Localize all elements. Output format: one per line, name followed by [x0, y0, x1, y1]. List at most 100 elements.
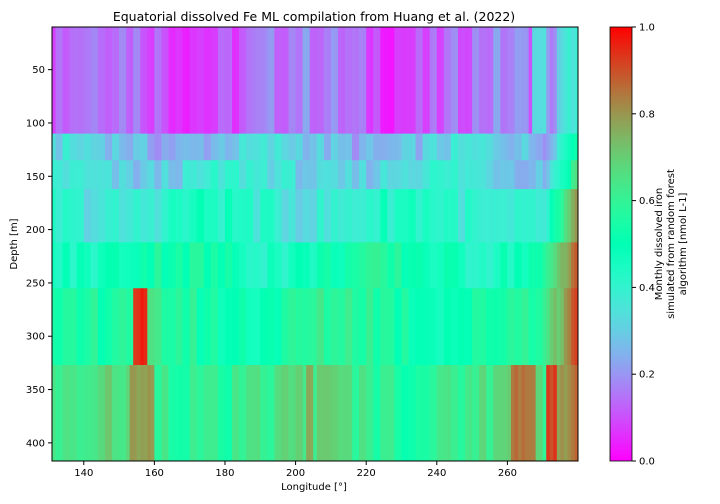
heatmap-cell [525, 133, 529, 161]
heatmap-cell [309, 288, 314, 366]
heatmap-cell [179, 288, 184, 366]
heatmap-cell [468, 160, 473, 190]
heatmap-cell [574, 242, 579, 289]
heatmap-cell [415, 288, 420, 366]
heatmap-cell [94, 242, 99, 289]
heatmap-cell [496, 242, 501, 289]
heatmap-cell [330, 189, 335, 243]
heatmap-cell [143, 365, 148, 462]
heatmap-cell [246, 189, 251, 243]
heatmap-cell [493, 160, 498, 190]
heatmap-cell [401, 133, 406, 161]
heatmap-cell [479, 242, 484, 289]
heatmap-cell [101, 160, 106, 190]
heatmap-cell [535, 189, 540, 243]
heatmap-cell [316, 189, 321, 243]
heatmap-cell [323, 242, 328, 289]
heatmap-cell [295, 160, 300, 190]
heatmap-cell [542, 365, 547, 462]
heatmap-cell [422, 27, 427, 135]
x-axis-label: Longitude [°] [281, 482, 347, 493]
heatmap-cell [323, 365, 328, 462]
heatmap-cell [376, 160, 381, 190]
heatmap-cell [87, 27, 92, 135]
heatmap-cell [556, 160, 561, 190]
heatmap-cell [352, 133, 356, 161]
heatmap-cell [242, 160, 247, 190]
heatmap-cell [203, 288, 208, 366]
heatmap-cell [115, 242, 120, 289]
heatmap-cell [450, 27, 455, 135]
heatmap-cell [510, 365, 515, 462]
heatmap-cell [182, 160, 187, 190]
heatmap-cell [528, 288, 533, 366]
heatmap-cell [426, 365, 431, 462]
heatmap-cell [461, 288, 466, 366]
heatmap-cell [401, 27, 406, 135]
heatmap-cell [362, 288, 367, 366]
heatmap-cell [380, 27, 385, 135]
heatmap-cell [443, 189, 448, 243]
heatmap-cell [101, 288, 106, 366]
heatmap-cell [186, 160, 191, 190]
heatmap-cell [90, 160, 95, 190]
heatmap-cell [376, 133, 381, 161]
heatmap-cell [443, 288, 448, 366]
heatmap-cell [412, 365, 417, 462]
heatmap-cell [408, 189, 413, 243]
heatmap-cell [320, 27, 325, 135]
heatmap-cell [83, 189, 88, 243]
heatmap-cell [394, 27, 399, 135]
heatmap-cell [549, 160, 554, 190]
heatmap-cell [306, 288, 311, 366]
heatmap-cell [270, 365, 275, 462]
heatmap-cell [69, 288, 74, 366]
heatmap-cell [306, 160, 311, 190]
heatmap-cell [292, 189, 296, 243]
heatmap-cell [59, 242, 63, 289]
heatmap-cell [461, 160, 466, 190]
heatmap-cell [143, 242, 148, 289]
heatmap-cell [299, 288, 304, 366]
heatmap-cell [246, 288, 251, 366]
heatmap-cell [472, 242, 477, 289]
heatmap-cell [539, 27, 544, 135]
heatmap-cell [239, 288, 244, 366]
heatmap-cell [553, 160, 558, 190]
heatmap-cell [352, 242, 356, 289]
heatmap-cell [514, 365, 519, 462]
heatmap-cell [214, 242, 219, 289]
y-tick-label: 300 [26, 332, 45, 343]
heatmap-cell [52, 242, 56, 289]
heatmap-cell [510, 242, 515, 289]
heatmap-cell [341, 288, 346, 366]
heatmap-cell [345, 27, 349, 135]
heatmap-cell [475, 27, 480, 135]
heatmap-cell [394, 288, 399, 366]
heatmap-cell [217, 160, 222, 190]
heatmap-cell [175, 288, 180, 366]
y-tick-label: 50 [32, 65, 45, 76]
heatmap-cell [186, 288, 191, 366]
heatmap-cell [302, 189, 307, 243]
heatmap-cell [239, 133, 244, 161]
heatmap-cell [306, 365, 311, 462]
heatmap-cell [341, 27, 346, 135]
heatmap-cell [94, 365, 99, 462]
heatmap-cell [472, 288, 477, 366]
heatmap-cell [270, 133, 275, 161]
heatmap-cell [288, 133, 293, 161]
heatmap-cell [454, 242, 459, 289]
heatmap-cell [104, 365, 109, 462]
heatmap-cell [503, 133, 508, 161]
heatmap-cell [517, 242, 522, 289]
heatmap-cell [412, 27, 417, 135]
heatmap-cell [284, 27, 289, 135]
heatmap-cell [143, 27, 148, 135]
heatmap-cell [337, 288, 342, 366]
heatmap-cell [115, 288, 120, 366]
heatmap-cell [574, 160, 579, 190]
heatmap-cell [394, 160, 399, 190]
heatmap-cell [500, 365, 505, 462]
heatmap-cell [221, 189, 226, 243]
